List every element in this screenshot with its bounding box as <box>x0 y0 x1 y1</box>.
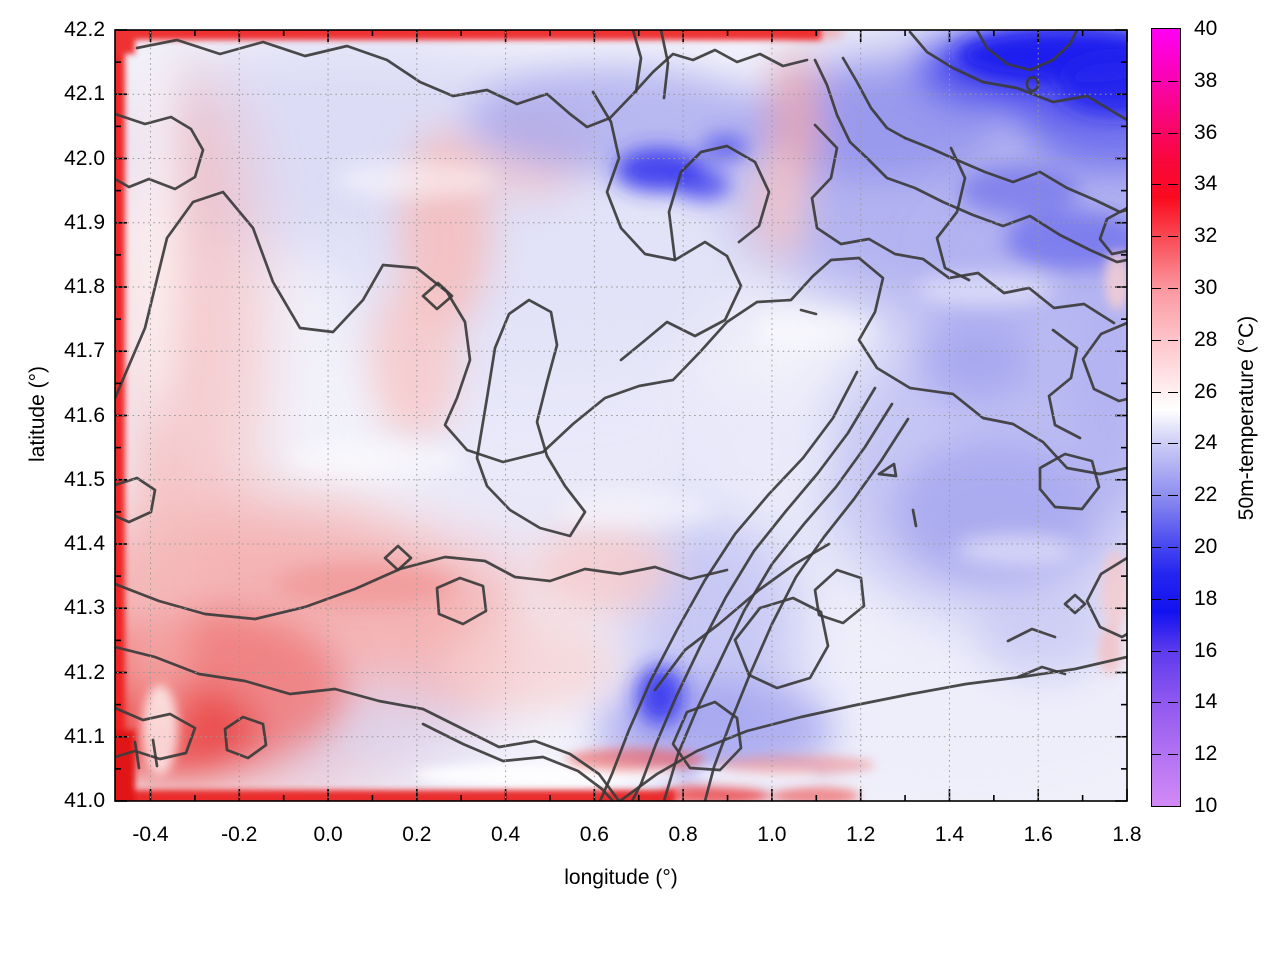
colorbar-tick-label: 36 <box>1194 120 1218 144</box>
colorbar-tick <box>1168 184 1178 186</box>
x-tick-label: -0.4 <box>132 823 169 846</box>
colorbar-tick <box>1168 391 1178 393</box>
colorbar-tick <box>1168 236 1178 238</box>
x-tick-label: 1.4 <box>934 823 965 846</box>
x-tick-label: 0.2 <box>402 823 432 846</box>
x-tick-label: 0.4 <box>490 823 521 846</box>
y-tick-label: 41.1 <box>64 724 105 748</box>
colorbar-tick <box>1152 236 1161 238</box>
contour-lines <box>115 30 1127 801</box>
x-tick-label: 1.6 <box>1023 823 1053 846</box>
colorbar-tick <box>1152 495 1161 497</box>
colorbar-tick-label: 38 <box>1194 68 1218 92</box>
x-tick-label: 0.8 <box>668 823 698 846</box>
colorbar-tick-label: 14 <box>1194 690 1218 714</box>
x-tick-label: -0.2 <box>221 823 258 846</box>
x-tick-label: 1.2 <box>846 823 876 846</box>
colorbar-tick <box>1152 547 1161 548</box>
colorbar-tick <box>1168 702 1178 704</box>
y-tick-label: 41.5 <box>64 467 105 491</box>
heatmap-field <box>115 30 1127 801</box>
colorbar-tick <box>1168 495 1178 497</box>
colorbar-tick-label: 32 <box>1194 224 1218 248</box>
colorbar-tick <box>1168 80 1178 82</box>
colorbar-tick-label: 24 <box>1194 431 1218 455</box>
colorbar-tick <box>1152 339 1161 341</box>
colorbar-tick <box>1152 288 1161 289</box>
colorbar-tick <box>1152 132 1161 134</box>
x-tick-label: 1.8 <box>1112 823 1142 846</box>
y-tick-label: 42.1 <box>64 82 105 106</box>
plot-border <box>114 29 1128 802</box>
colorbar-tick <box>1152 443 1161 445</box>
colorbar-tick-label: 22 <box>1194 483 1218 507</box>
colorbar-tick <box>1152 184 1161 186</box>
colorbar-tick-label: 12 <box>1194 742 1218 766</box>
y-tick-label: 41.8 <box>64 275 105 298</box>
y-tick-label: 41.4 <box>64 532 105 555</box>
colorbar-tick <box>1152 80 1161 82</box>
colorbar-tick <box>1168 754 1178 756</box>
y-tick-label: 41.7 <box>64 339 105 363</box>
colorbar-tick-label: 16 <box>1194 638 1218 662</box>
colorbar-tick <box>1168 598 1178 600</box>
colorbar-tick <box>1152 754 1161 756</box>
colorbar-tick <box>1152 702 1161 704</box>
y-tick-label: 42.0 <box>64 146 105 170</box>
colorbar-tick <box>1152 391 1161 393</box>
colorbar-tick <box>1168 339 1178 341</box>
y-tick-label: 41.2 <box>64 660 105 684</box>
colorbar-tick-label: 18 <box>1194 586 1218 610</box>
colorbar-tick <box>1152 598 1161 600</box>
colorbar-tick <box>1168 443 1178 445</box>
colorbar-tick-label: 20 <box>1194 535 1218 558</box>
colorbar-tick <box>1168 288 1178 289</box>
colorbar <box>1151 28 1181 807</box>
y-tick-label: 42.2 <box>64 18 105 41</box>
x-axis-title: longitude (°) <box>564 866 678 889</box>
axes-ticks <box>115 29 1128 802</box>
y-tick-label: 41.3 <box>64 596 105 620</box>
colorbar-tick <box>1168 132 1178 134</box>
x-tick-label: 0.6 <box>579 823 609 846</box>
colorbar-tick <box>1152 650 1161 652</box>
colorbar-tick-label: 26 <box>1194 379 1218 403</box>
colorbar-tick <box>1168 547 1178 548</box>
x-tick-label: 0.0 <box>313 823 343 846</box>
y-tick-label: 41.9 <box>64 210 105 234</box>
colorbar-tick <box>1168 650 1178 652</box>
y-tick-label: 41.0 <box>64 789 105 812</box>
colorbar-tick-label: 40 <box>1194 17 1218 40</box>
colorbar-tick-label: 30 <box>1194 276 1218 299</box>
colorbar-tick-label: 28 <box>1194 327 1218 351</box>
y-tick-label: 41.6 <box>64 403 105 427</box>
colorbar-tick-label: 10 <box>1194 794 1218 817</box>
x-tick-label: 1.0 <box>757 823 787 846</box>
colorbar-tick-label: 34 <box>1194 172 1218 196</box>
